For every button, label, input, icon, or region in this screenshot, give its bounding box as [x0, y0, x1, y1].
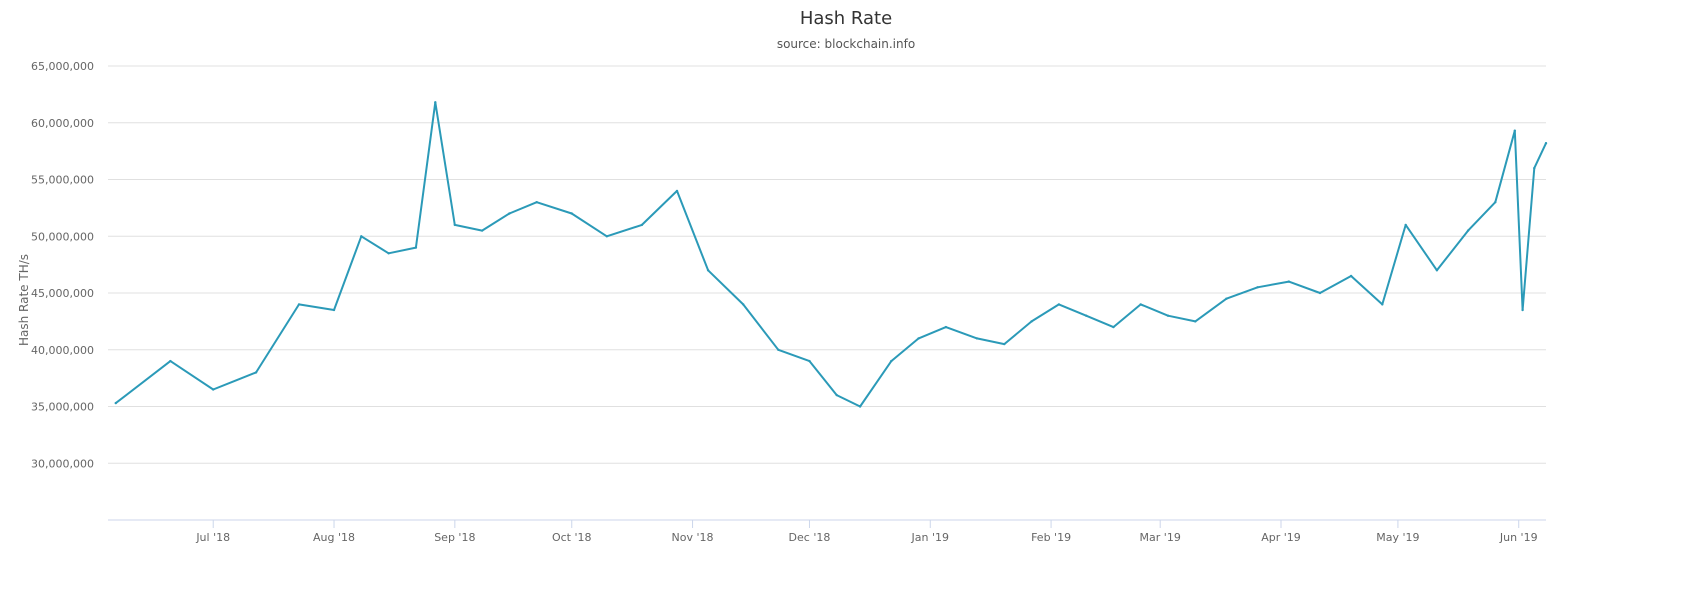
- data-point: [332, 308, 336, 312]
- data-point: [570, 212, 573, 215]
- data-point: [1166, 314, 1170, 317]
- data-point: [297, 303, 301, 306]
- y-tick-label: 45,000,000: [31, 287, 94, 300]
- data-point: [453, 223, 456, 227]
- data-point: [1003, 342, 1006, 346]
- y-tick-label: 35,000,000: [31, 401, 94, 414]
- x-tick-label: Aug '18: [313, 531, 355, 544]
- data-point: [706, 269, 710, 272]
- data-point: [1287, 280, 1291, 283]
- x-tick-label: Sep '18: [434, 531, 475, 544]
- data-point: [1112, 325, 1115, 329]
- y-tick-label: 55,000,000: [31, 174, 94, 187]
- x-tick-label: Oct '18: [552, 531, 592, 544]
- x-tick-label: Nov '18: [672, 531, 714, 544]
- data-point: [1225, 297, 1228, 300]
- y-tick-label: 30,000,000: [31, 457, 94, 470]
- data-point: [1349, 274, 1353, 278]
- data-point: [434, 101, 437, 104]
- x-tick-label: Apr '19: [1261, 531, 1301, 544]
- data-point: [1381, 303, 1384, 306]
- data-point: [254, 371, 258, 374]
- x-tick-label: Jan '19: [911, 531, 949, 544]
- data-point: [1533, 166, 1536, 170]
- y-tick-label: 40,000,000: [31, 344, 94, 357]
- data-point: [480, 229, 484, 232]
- y-tick-label: 50,000,000: [31, 230, 94, 243]
- x-tick-label: Jun '19: [1499, 531, 1538, 544]
- data-point: [675, 189, 679, 193]
- data-point: [1404, 223, 1407, 227]
- data-point: [414, 246, 418, 249]
- data-point: [1435, 269, 1439, 272]
- y-axis-title: Hash Rate TH/s: [17, 254, 31, 346]
- x-axis: Jul '18 Aug '18 Sep '18 Oct '18 Nov '18 Dec '…: [108, 519, 1546, 544]
- series-line: [114, 101, 1547, 408]
- data-point: [1521, 308, 1524, 312]
- data-point: [742, 303, 745, 306]
- data-point: [360, 235, 363, 238]
- data-point: [1256, 286, 1259, 289]
- x-tick-label: Dec '18: [789, 531, 831, 544]
- data-point: [777, 348, 780, 351]
- series-layer: [114, 101, 1548, 408]
- data-point: [858, 405, 862, 408]
- data-point: [917, 337, 920, 340]
- data-point: [508, 212, 511, 215]
- data-point: [890, 359, 893, 363]
- data-point: [640, 223, 644, 227]
- x-tick-label: Jul '18: [195, 531, 230, 544]
- data-point: [1194, 320, 1197, 323]
- x-tick-label: Feb '19: [1031, 531, 1071, 544]
- data-point: [1030, 320, 1033, 323]
- data-point: [808, 359, 811, 363]
- data-point: [114, 401, 118, 405]
- data-point: [1318, 291, 1322, 295]
- data-point: [1057, 303, 1061, 306]
- data-point: [1513, 129, 1517, 132]
- data-point: [169, 359, 172, 363]
- y-tick-label: 60,000,000: [31, 117, 94, 130]
- data-point: [212, 388, 215, 391]
- data-point: [944, 325, 948, 329]
- y-axis-ticks: 30,000,000 35,000,000 40,000,000 45,000,000…: [31, 60, 94, 470]
- data-point: [835, 393, 838, 397]
- data-point: [1085, 314, 1088, 317]
- data-point: [975, 337, 979, 340]
- x-tick-label: May '19: [1376, 531, 1419, 544]
- data-point: [1494, 201, 1497, 204]
- chart-subtitle: source: blockchain.info: [777, 37, 915, 51]
- data-point: [1544, 142, 1548, 145]
- data-point: [1466, 229, 1470, 232]
- data-point: [605, 235, 608, 238]
- x-tick-label: Mar '19: [1140, 531, 1181, 544]
- chart-title: Hash Rate: [800, 8, 892, 29]
- y-tick-label: 65,000,000: [31, 60, 94, 73]
- data-point: [535, 201, 538, 204]
- data-point: [1139, 303, 1142, 306]
- grid-layer: [108, 65, 1546, 464]
- data-point: [387, 252, 390, 255]
